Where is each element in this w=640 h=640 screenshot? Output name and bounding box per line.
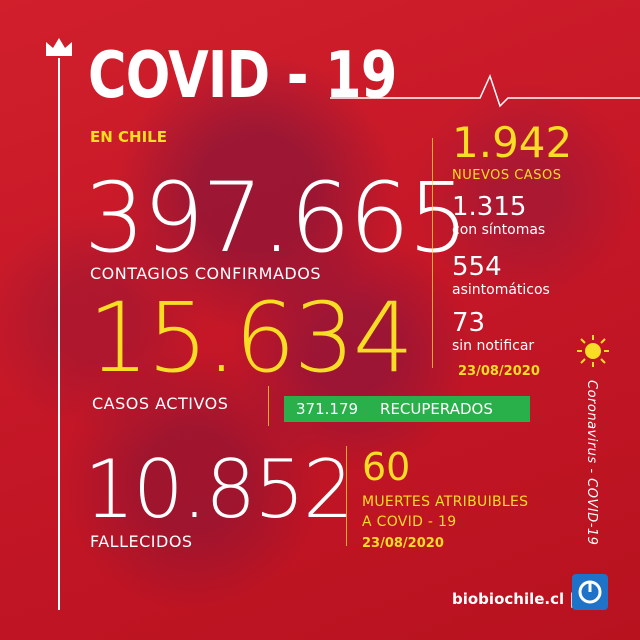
heartbeat-line-icon [330, 73, 640, 108]
left-vertical-line [58, 58, 60, 610]
country-subtitle: EN CHILE [90, 128, 167, 146]
sun-icon [577, 335, 609, 367]
nuevos-casos-value: 1.942 [452, 118, 573, 167]
divider-muertes [346, 446, 347, 546]
muertes-label-line2: A COVID - 19 [362, 514, 457, 530]
asintomaticos-value: 554 [452, 252, 502, 282]
crown-icon [46, 38, 72, 56]
nuevos-date: 23/08/2020 [458, 364, 540, 379]
divider-right-column [432, 138, 433, 368]
recuperados-value: 371.179 [296, 400, 359, 418]
asintomaticos-label: asintomáticos [452, 282, 550, 298]
divider-activos [268, 386, 269, 426]
sintomas-value: 1.315 [452, 192, 527, 222]
brand-name[interactable]: biobiochile.cl | [452, 590, 575, 608]
contagios-label: CONTAGIOS CONFIRMADOS [90, 264, 321, 283]
page-title: COVID - 19 [88, 39, 397, 113]
side-vertical-text: Coronavirus - COVID-19 [584, 380, 599, 546]
muertes-value: 60 [362, 445, 411, 489]
fallecidos-value: 10.852 [84, 443, 354, 536]
recuperados-label: RECUPERADOS [380, 400, 493, 418]
biobio-logo-icon[interactable] [572, 574, 608, 610]
muertes-date: 23/08/2020 [362, 536, 444, 551]
recuperados-badge: 371.179 RECUPERADOS [284, 396, 530, 422]
fallecidos-label: FALLECIDOS [90, 532, 193, 551]
nuevos-casos-label: NUEVOS CASOS [452, 168, 562, 183]
activos-label: CASOS ACTIVOS [92, 394, 229, 413]
contagios-value: 397.665 [84, 162, 469, 274]
sin-notificar-label: sin notificar [452, 338, 535, 354]
sin-notificar-value: 73 [452, 308, 486, 338]
muertes-label-line1: MUERTES ATRIBUIBLES [362, 494, 529, 510]
activos-value: 15.634 [88, 282, 414, 394]
sintomas-label: con síntomas [452, 222, 546, 238]
